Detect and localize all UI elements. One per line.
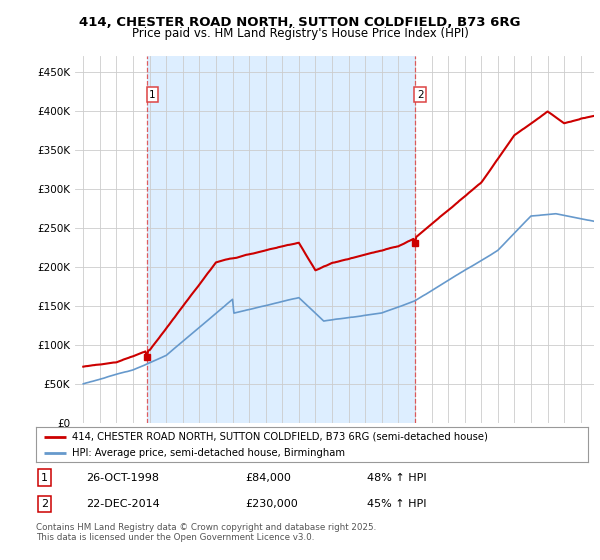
Text: 2: 2 <box>41 499 48 509</box>
Text: HPI: Average price, semi-detached house, Birmingham: HPI: Average price, semi-detached house,… <box>72 447 345 458</box>
Text: 45% ↑ HPI: 45% ↑ HPI <box>367 499 427 509</box>
Text: 1: 1 <box>149 90 156 100</box>
Text: 414, CHESTER ROAD NORTH, SUTTON COLDFIELD, B73 6RG: 414, CHESTER ROAD NORTH, SUTTON COLDFIEL… <box>79 16 521 29</box>
Text: £230,000: £230,000 <box>246 499 299 509</box>
Text: 22-DEC-2014: 22-DEC-2014 <box>86 499 160 509</box>
Text: £84,000: £84,000 <box>246 473 292 483</box>
Bar <box>146 56 415 423</box>
Text: Contains HM Land Registry data © Crown copyright and database right 2025.
This d: Contains HM Land Registry data © Crown c… <box>36 523 376 543</box>
Text: 414, CHESTER ROAD NORTH, SUTTON COLDFIELD, B73 6RG (semi-detached house): 414, CHESTER ROAD NORTH, SUTTON COLDFIEL… <box>72 432 488 442</box>
Text: Price paid vs. HM Land Registry's House Price Index (HPI): Price paid vs. HM Land Registry's House … <box>131 27 469 40</box>
Text: 26-OCT-1998: 26-OCT-1998 <box>86 473 158 483</box>
Text: 1: 1 <box>41 473 48 483</box>
Text: 48% ↑ HPI: 48% ↑ HPI <box>367 473 427 483</box>
Text: 2: 2 <box>417 90 424 100</box>
